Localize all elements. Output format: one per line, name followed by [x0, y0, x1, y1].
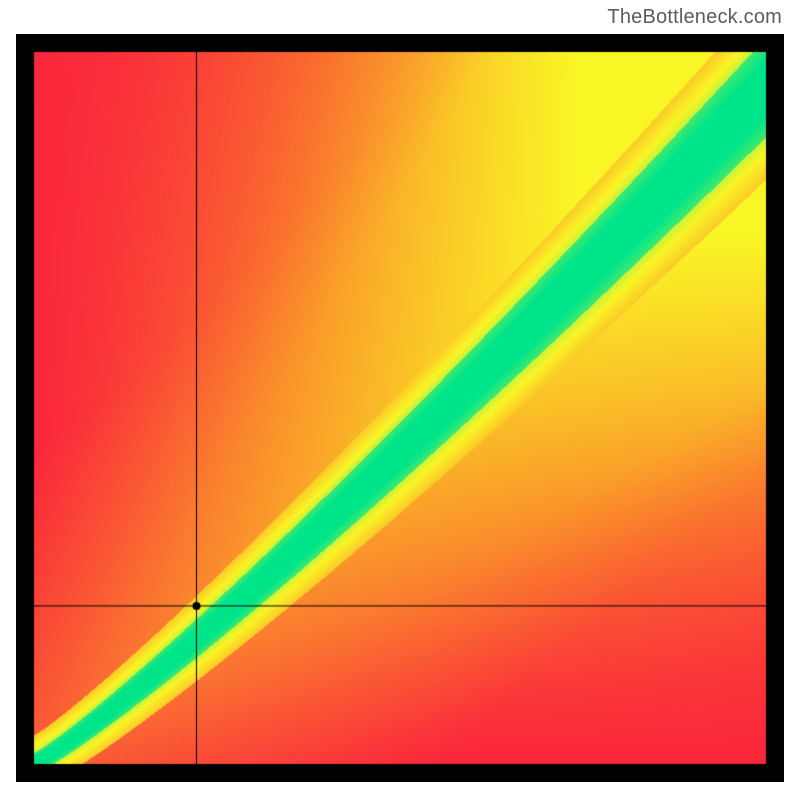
heatmap-canvas: [16, 34, 784, 782]
chart-container: TheBottleneck.com: [0, 0, 800, 800]
heatmap-plot: [16, 34, 784, 782]
watermark-text: TheBottleneck.com: [607, 6, 782, 29]
